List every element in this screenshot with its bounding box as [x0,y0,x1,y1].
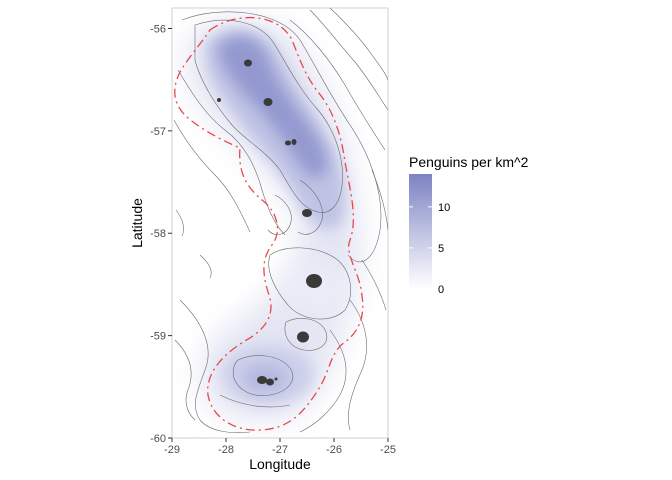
contour-line [268,247,351,320]
x-tick-label: -26 [326,444,342,456]
density-core [218,36,327,178]
contour-line [175,209,184,237]
x-axis: -29 -28 -27 -26 -25 [164,438,396,456]
contour-line [199,254,212,279]
y-tick-label: -58 [150,228,166,240]
contour-line [174,339,196,421]
contour-line [177,69,286,236]
contour-line [329,8,388,81]
island [257,376,267,384]
contour-line [173,119,251,233]
y-axis-title: Latitude [129,198,145,248]
contour-line [299,329,347,433]
colorbar-gradient [409,174,432,289]
contour-line [194,19,343,213]
island [302,209,312,217]
contour-line [179,299,251,433]
contour-line [309,9,388,111]
contour-line [219,394,291,408]
density-surface [186,18,361,422]
contour-line [267,194,292,235]
colorbar-tick-label: 10 [438,202,450,214]
contour-line [289,19,386,151]
colorbar-tick-label: 0 [438,284,444,296]
colorbar-ticks: 0 5 10 [409,202,450,296]
islands [217,59,322,386]
density-middle-blob [285,265,345,315]
contour-line [284,318,328,351]
x-tick-label: -25 [380,444,396,456]
colorbar-legend: Penguins per km^2 0 5 10 [409,154,529,296]
contour-line [297,179,323,235]
x-axis-title: Longitude [249,456,311,472]
island [266,378,274,386]
island [263,98,273,106]
y-tick-label: -59 [150,331,166,343]
bathymetry-contours [173,8,388,433]
island [285,140,291,146]
y-tick-label: -56 [150,23,166,35]
island [306,274,322,288]
colorbar-tick-label: 5 [438,243,444,255]
contour-line [361,259,387,311]
contour-line [232,355,294,396]
island [291,139,297,145]
island [244,59,252,67]
y-axis: -56 -57 -58 -59 -60 [150,23,172,445]
y-tick-label: -60 [150,433,166,445]
colorbar-title: Penguins per km^2 [409,154,529,170]
island [274,377,278,381]
x-tick-label: -27 [272,444,288,456]
island [297,331,309,343]
x-tick-label: -29 [164,444,180,456]
contour-line [371,169,388,231]
x-tick-label: -28 [218,444,234,456]
island [217,98,221,102]
y-tick-label: -57 [150,126,166,138]
contour-line [181,11,382,263]
